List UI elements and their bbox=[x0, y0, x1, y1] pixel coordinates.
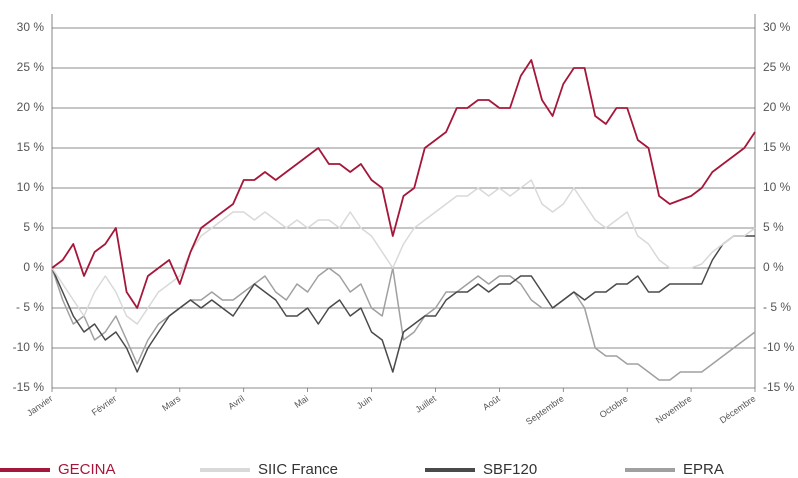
y2-tick-label: 15 % bbox=[763, 140, 791, 154]
x-tick-label: Novembre bbox=[654, 393, 694, 425]
y-tick-label: 20 % bbox=[17, 100, 45, 114]
legend-label: SIIC France bbox=[258, 461, 338, 478]
y2-tick-label: 30 % bbox=[763, 20, 791, 34]
y2-tick-label: -10 % bbox=[763, 340, 795, 354]
series-line bbox=[51, 267, 756, 381]
y-tick-label: - 5 % bbox=[16, 300, 44, 314]
y-tick-label: 10 % bbox=[17, 180, 45, 194]
series-line bbox=[51, 59, 756, 309]
y2-tick-label: - 5 % bbox=[763, 300, 791, 314]
x-tick-label: Mars bbox=[160, 393, 183, 413]
y2-tick-label: 10 % bbox=[763, 180, 791, 194]
y-tick-label: -15 % bbox=[13, 380, 45, 394]
x-tick-label: Juin bbox=[355, 393, 374, 411]
x-tick-label: Janvier bbox=[25, 393, 55, 418]
y-tick-label: 5 % bbox=[23, 220, 44, 234]
legend-label: GECINA bbox=[58, 461, 116, 478]
legend-label: SBF120 bbox=[483, 461, 537, 478]
y-tick-label: 0 % bbox=[23, 260, 44, 274]
y2-tick-label: 0 % bbox=[763, 260, 784, 274]
x-tick-label: Octobre bbox=[598, 393, 630, 420]
y2-tick-label: 20 % bbox=[763, 100, 791, 114]
x-tick-label: Février bbox=[90, 393, 119, 417]
series-line bbox=[51, 235, 755, 373]
x-tick-label: Juillet bbox=[413, 393, 438, 415]
y-tick-label: 15 % bbox=[17, 140, 45, 154]
x-tick-label: Août bbox=[481, 393, 502, 412]
y2-tick-label: -15 % bbox=[763, 380, 795, 394]
series-line bbox=[51, 179, 756, 325]
x-tick-label: Décembre bbox=[718, 393, 758, 425]
x-tick-label: Septembre bbox=[524, 393, 566, 426]
legend-label: EPRA bbox=[683, 461, 724, 478]
x-tick-label: Mai bbox=[293, 393, 311, 410]
y-tick-label: 25 % bbox=[17, 60, 45, 74]
y-tick-label: -10 % bbox=[13, 340, 45, 354]
y2-tick-label: 25 % bbox=[763, 60, 791, 74]
y-tick-label: 30 % bbox=[17, 20, 45, 34]
y2-tick-label: 5 % bbox=[763, 220, 784, 234]
x-tick-label: Avril bbox=[226, 393, 246, 411]
